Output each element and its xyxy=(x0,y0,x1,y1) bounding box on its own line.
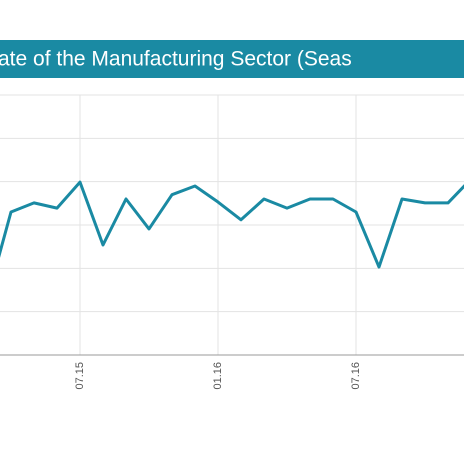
x-tick-label: 01.16 xyxy=(212,362,224,390)
x-tick-label: 07.15 xyxy=(74,362,86,390)
line-series xyxy=(0,180,464,269)
chart-title: ate of the Manufacturing Sector (Seas xyxy=(0,48,352,71)
x-tick-label: 07.16 xyxy=(350,362,362,390)
title-banner xyxy=(0,40,464,78)
